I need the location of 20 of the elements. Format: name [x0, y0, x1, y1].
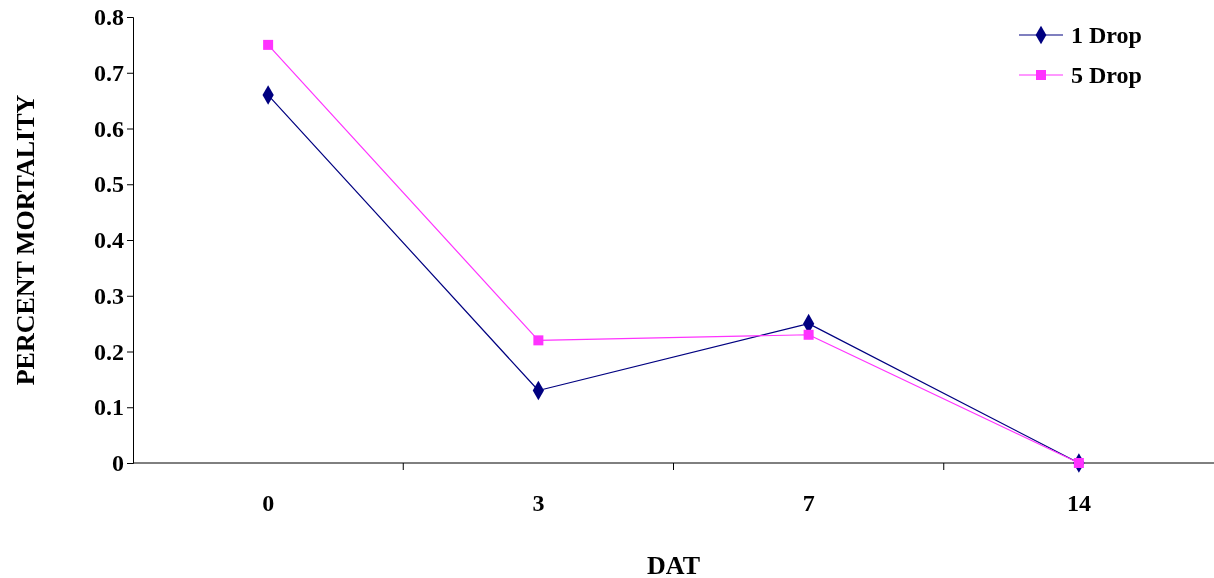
y-tick-label: 0.7 [94, 59, 124, 86]
y-axis-title: PERCENT MORTALITY [11, 94, 40, 386]
x-tick-label: 14 [1066, 490, 1091, 516]
x-axis-title: DAT [647, 551, 700, 578]
point [803, 329, 814, 340]
y-tick-label: 0.2 [94, 338, 124, 365]
point [533, 335, 544, 346]
y-tick-label: 0.6 [94, 115, 124, 142]
y-tick-label: 0.1 [94, 394, 124, 421]
y-tick-label: 0 [112, 450, 124, 477]
y-tick-label: 0.8 [94, 4, 124, 31]
x-tick-label: 7 [802, 490, 815, 516]
x-tick-label: 0 [262, 490, 275, 516]
x-tick-label: 3 [532, 490, 545, 516]
y-tick-label: 0.3 [94, 282, 124, 309]
y-tick-label: 0.4 [94, 227, 124, 254]
y-tick-label: 0.5 [94, 171, 124, 198]
legend-label: 5 Drop [1071, 62, 1142, 88]
legend-label: 1 Drop [1071, 22, 1142, 48]
point [263, 39, 274, 50]
